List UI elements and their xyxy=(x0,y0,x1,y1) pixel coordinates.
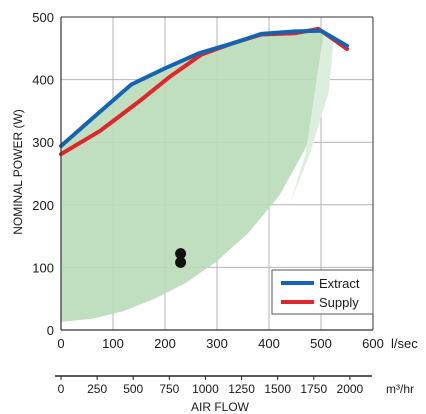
secondary-tick-label: 0 xyxy=(58,382,65,396)
y-tick-label: 0 xyxy=(47,323,54,338)
legend-box xyxy=(271,269,374,315)
x-axis-title: AIR FLOW xyxy=(191,400,250,414)
area-fringe xyxy=(289,32,334,205)
secondary-tick-label: 1750 xyxy=(300,382,327,396)
y-axis-title: NOMINAL POWER (W) xyxy=(11,109,25,235)
legend: Extract Supply xyxy=(271,269,374,315)
series-line-extract xyxy=(59,28,349,148)
area-layer xyxy=(61,30,334,322)
x-tick-label: 200 xyxy=(154,336,176,351)
secondary-tick-label: 1500 xyxy=(264,382,291,396)
secondary-tick-label: 2000 xyxy=(337,382,364,396)
series-layer xyxy=(59,26,349,157)
x-tick-label: 600 xyxy=(362,336,384,351)
area-fill xyxy=(61,30,334,322)
legend-label: Extract xyxy=(319,276,360,291)
points-layer xyxy=(175,248,187,268)
y-tick-label: 400 xyxy=(32,73,54,88)
x-tick-label: 500 xyxy=(310,336,332,351)
y-tick-label: 300 xyxy=(32,135,54,150)
y-tick-label: 500 xyxy=(32,10,54,25)
data-point xyxy=(175,248,187,260)
legend-label: Supply xyxy=(319,295,359,310)
secondary-tick-label: 1250 xyxy=(228,382,255,396)
secondary-axis-unit: m³/hr xyxy=(386,382,414,396)
y-tick-label: 200 xyxy=(32,198,54,213)
x-tick-label: 300 xyxy=(206,336,228,351)
x-tick-label: 0 xyxy=(57,336,64,351)
secondary-tick-label: 750 xyxy=(159,382,179,396)
secondary-tick-label: 500 xyxy=(123,382,143,396)
axes: 0 100 200 300 400 500 0 100 200 300 400 500 600 l/sec… xyxy=(32,10,418,396)
secondary-tick-label: 1000 xyxy=(192,382,219,396)
x-tick-label: 100 xyxy=(102,336,124,351)
data-point xyxy=(175,256,187,268)
x-axis-unit: l/sec xyxy=(391,336,418,351)
secondary-tick-label: 250 xyxy=(87,382,107,396)
y-tick-label: 100 xyxy=(32,260,54,275)
x-tick-label: 400 xyxy=(258,336,280,351)
